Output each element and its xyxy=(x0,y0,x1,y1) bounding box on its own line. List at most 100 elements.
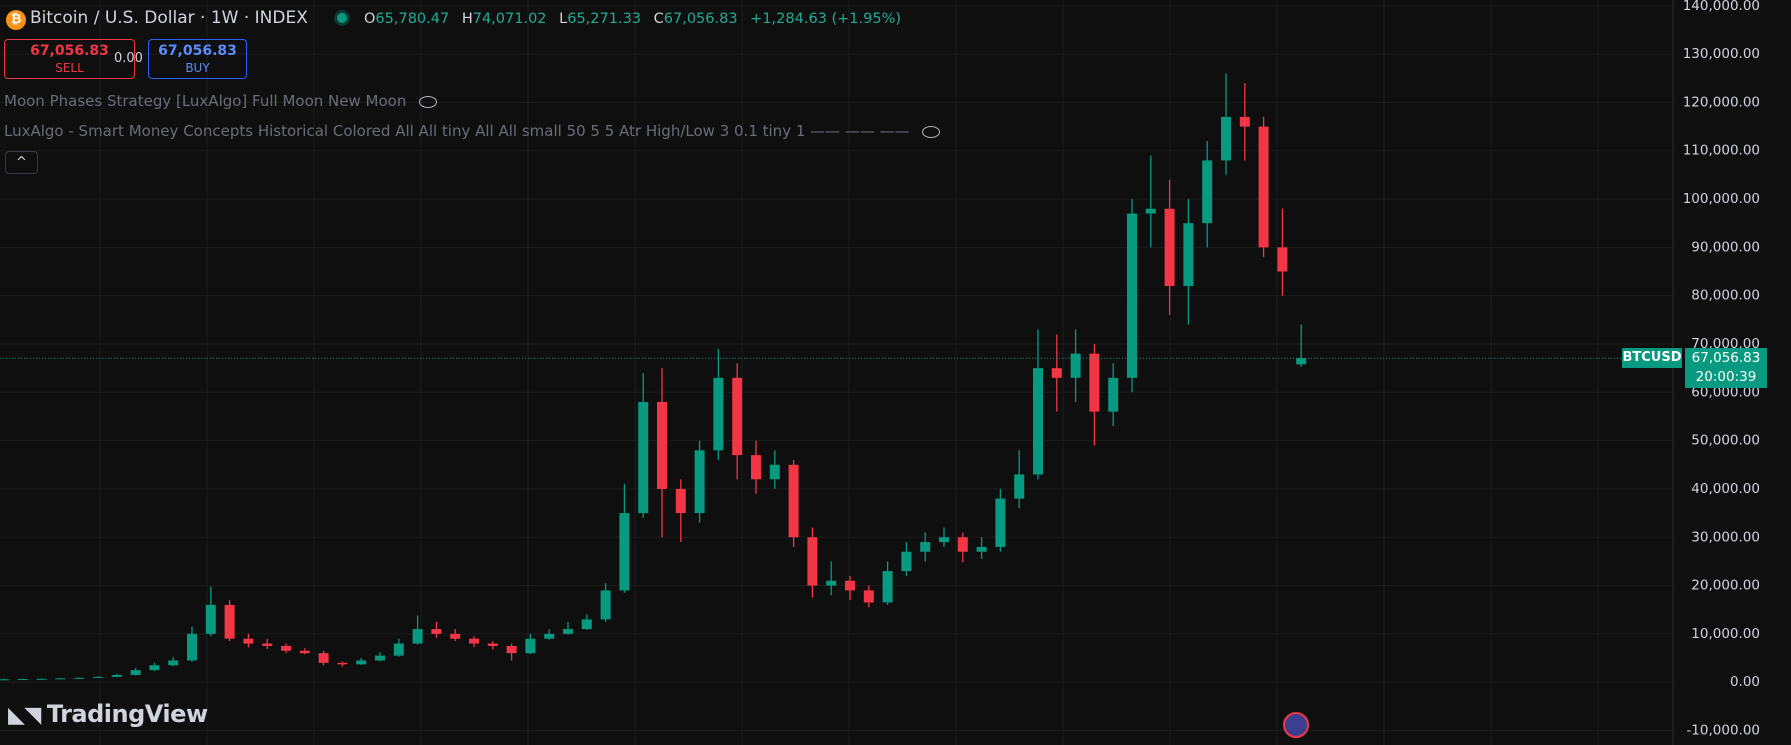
symbol-title[interactable]: Bitcoin / U.S. Dollar · 1W · INDEX xyxy=(30,8,308,28)
y-tick-label: 120,000.00 xyxy=(1683,94,1760,110)
ohlc-value: 74,071.02 xyxy=(472,11,547,27)
countdown: 20:00:39 xyxy=(1695,369,1757,386)
candle-body xyxy=(1145,208,1156,214)
candle-body xyxy=(431,629,442,634)
candle-body xyxy=(901,551,912,572)
candle-body xyxy=(995,498,1006,547)
candle-body xyxy=(600,590,611,620)
candle-body xyxy=(93,676,103,678)
ohlc-key: H xyxy=(461,11,473,27)
candle-body xyxy=(299,650,310,654)
last-price: 67,056.83 xyxy=(1691,350,1761,367)
candle-body xyxy=(1239,116,1250,127)
hide-icon[interactable] xyxy=(922,125,941,138)
y-tick-label: 30,000.00 xyxy=(1691,529,1760,545)
candle-body xyxy=(506,645,517,654)
logo: ◣◥ TradingView xyxy=(8,700,208,728)
logo-text: TradingView xyxy=(46,700,208,728)
candle-body xyxy=(939,537,949,543)
candle-body xyxy=(168,660,179,666)
candle-body xyxy=(111,674,122,677)
candle-body xyxy=(845,580,855,591)
candle-body xyxy=(318,653,329,663)
candle-body xyxy=(130,670,141,675)
ohlc-value: 67,056.83 xyxy=(663,11,738,27)
candle-body xyxy=(1183,223,1194,287)
candle-body xyxy=(243,638,254,644)
candle-body xyxy=(1127,213,1137,378)
ohlc-key: L xyxy=(559,11,568,27)
candle-body xyxy=(1089,353,1100,412)
indicator-label[interactable]: Moon Phases Strategy [LuxAlgo] Full Moon… xyxy=(4,92,438,110)
candle-body xyxy=(393,643,404,656)
y-tick-label: 90,000.00 xyxy=(1691,239,1760,255)
candle-body xyxy=(469,638,479,644)
spread: 0.00 xyxy=(114,51,143,66)
indicator-name: LuxAlgo - Smart Money Concepts Historica… xyxy=(4,122,910,140)
sell-price: 67,056.83 xyxy=(30,43,109,59)
candle-body xyxy=(1051,368,1062,378)
ohlc: O65,780.47 H74,071.02 L65,271.33 C67,056… xyxy=(364,11,909,27)
candle-body xyxy=(356,660,367,665)
candle-body xyxy=(412,629,423,644)
candle-body xyxy=(262,643,273,646)
y-tick-label: 130,000.00 xyxy=(1683,46,1760,62)
market-status xyxy=(337,13,347,23)
candle-body xyxy=(36,678,47,680)
candle-body xyxy=(450,633,461,639)
last-price-label: 67,056.83 20:00:39 xyxy=(1685,348,1767,389)
bitcoin-icon: ₿ xyxy=(6,10,26,30)
candle-body xyxy=(675,488,686,514)
candle-body xyxy=(920,542,931,552)
candle-body xyxy=(807,537,818,586)
y-tick-label: 80,000.00 xyxy=(1691,288,1760,304)
candle-body xyxy=(863,590,874,603)
candle-body xyxy=(1070,353,1081,378)
y-tick-label: 110,000.00 xyxy=(1683,143,1760,159)
candle-body xyxy=(544,633,555,639)
candle-body xyxy=(657,401,667,489)
candle-body xyxy=(149,665,160,671)
y-tick-label: 100,000.00 xyxy=(1683,191,1760,207)
candle-body xyxy=(694,450,705,514)
ohlc-key: O xyxy=(364,11,376,27)
candle-body xyxy=(337,662,348,665)
candle-body xyxy=(224,604,235,639)
symbol-price-label: BTCUSD xyxy=(1622,348,1682,369)
y-tick-label: 20,000.00 xyxy=(1691,578,1760,594)
change: +1,284.63 (+1.95%) xyxy=(750,11,902,27)
candle-body xyxy=(1277,247,1288,272)
candle-body xyxy=(487,643,498,646)
y-tick-label: -10,000.00 xyxy=(1686,723,1760,739)
candle-body xyxy=(187,633,197,661)
y-tick-label: 60,000.00 xyxy=(1691,384,1760,400)
candle-body xyxy=(1258,126,1269,248)
sell-button[interactable]: 67,056.83 SELL xyxy=(4,39,135,79)
y-tick-label: 10,000.00 xyxy=(1691,626,1760,642)
buy-button[interactable]: 67,056.83 BUY xyxy=(148,39,247,79)
y-tick-label: 140,000.00 xyxy=(1683,0,1760,14)
buy-price: 67,056.83 xyxy=(158,43,237,59)
candle-body xyxy=(957,537,968,552)
candle-body xyxy=(74,677,85,679)
candle-body xyxy=(281,645,291,651)
candle-body xyxy=(205,604,216,634)
candle-body xyxy=(0,679,9,681)
candle-body xyxy=(732,377,743,456)
candle-body xyxy=(826,580,837,586)
ohlc-key: C xyxy=(653,11,664,27)
candle-body xyxy=(55,678,66,680)
candle-body xyxy=(17,679,28,681)
event-flag[interactable] xyxy=(1283,712,1309,738)
indicator-label[interactable]: LuxAlgo - Smart Money Concepts Historica… xyxy=(4,122,941,140)
candle-body xyxy=(769,464,780,480)
collapse-button[interactable]: ^ xyxy=(5,151,38,174)
candle-body xyxy=(788,464,799,538)
candle-body xyxy=(1014,474,1025,499)
y-tick-label: 50,000.00 xyxy=(1691,433,1760,449)
candle-body xyxy=(882,571,893,603)
hide-icon[interactable] xyxy=(419,95,438,108)
candle-body xyxy=(1033,368,1043,475)
